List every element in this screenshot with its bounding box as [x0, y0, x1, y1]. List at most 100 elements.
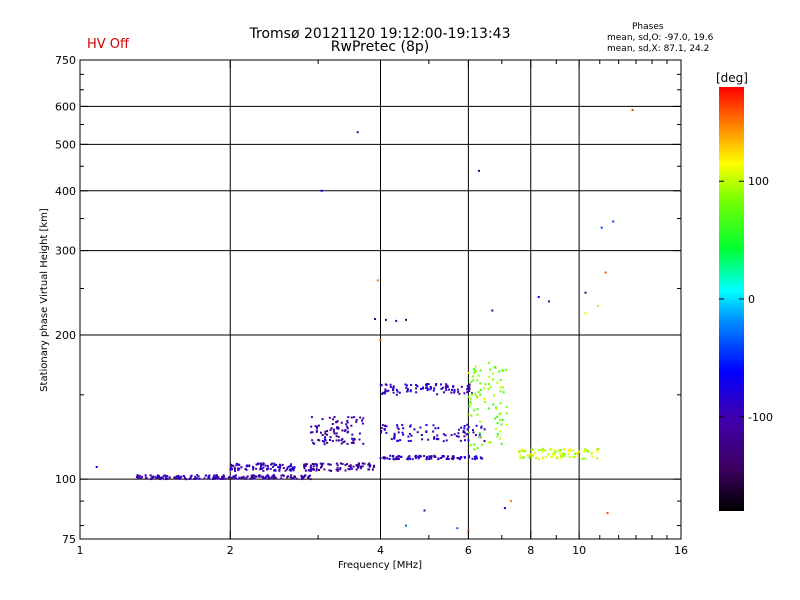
data-point — [333, 428, 335, 431]
data-point — [406, 390, 409, 393]
data-point — [468, 390, 471, 392]
data-point — [581, 457, 584, 460]
data-point — [442, 433, 445, 436]
data-point — [158, 476, 161, 479]
data-point — [425, 424, 428, 426]
data-point — [373, 464, 375, 467]
data-point — [495, 408, 498, 410]
data-point — [399, 439, 402, 442]
colorbar-tick-label: 0 — [748, 293, 755, 306]
data-point — [230, 467, 233, 470]
data-point — [492, 403, 495, 406]
data-point — [277, 466, 280, 469]
data-point — [252, 465, 254, 468]
data-point — [563, 454, 566, 457]
data-point — [335, 435, 338, 438]
data-point — [315, 430, 318, 433]
data-point — [177, 475, 180, 478]
data-point — [478, 433, 481, 436]
data-point — [346, 427, 349, 430]
data-point — [342, 441, 345, 444]
data-point — [392, 458, 395, 461]
data-point — [311, 468, 314, 471]
data-point — [496, 415, 499, 418]
data-point — [361, 465, 364, 468]
data-point — [491, 309, 494, 312]
data-point — [259, 468, 262, 471]
data-point — [161, 476, 164, 479]
data-point — [467, 395, 470, 398]
data-point — [273, 462, 276, 465]
data-point — [522, 449, 525, 452]
data-point — [471, 393, 473, 396]
data-point — [363, 462, 366, 465]
data-point — [331, 423, 334, 425]
data-point — [470, 392, 473, 395]
data-point — [231, 476, 233, 479]
data-point — [362, 442, 365, 445]
data-point — [483, 440, 486, 443]
data-point — [340, 442, 343, 445]
y-tick-label: 400 — [55, 185, 76, 198]
data-point — [159, 478, 162, 481]
data-point — [300, 475, 303, 478]
data-point — [327, 463, 330, 466]
data-point — [336, 420, 339, 423]
data-point — [468, 405, 471, 408]
data-point — [379, 383, 382, 386]
data-point — [387, 389, 390, 392]
data-point — [136, 475, 139, 478]
data-point — [563, 448, 566, 451]
data-point — [235, 462, 238, 465]
data-point — [203, 477, 206, 480]
data-point — [469, 397, 472, 400]
data-point — [165, 477, 167, 479]
data-point — [505, 412, 508, 415]
data-point — [419, 426, 422, 429]
data-point — [494, 366, 497, 369]
data-point — [330, 469, 333, 472]
data-point — [416, 431, 419, 434]
data-point — [379, 457, 382, 460]
data-point — [505, 369, 508, 371]
data-point — [311, 463, 314, 465]
data-point — [305, 463, 308, 466]
data-point — [468, 431, 471, 434]
data-point — [531, 448, 534, 451]
data-point — [503, 507, 506, 510]
data-point — [259, 462, 262, 465]
data-point — [499, 437, 502, 440]
data-point — [240, 466, 243, 469]
data-point — [321, 418, 324, 421]
data-point — [275, 463, 278, 466]
data-point — [321, 434, 324, 436]
data-point — [232, 464, 235, 467]
data-point — [596, 304, 599, 307]
data-point — [498, 370, 501, 373]
data-point — [196, 474, 199, 477]
data-point — [400, 455, 403, 458]
data-point — [425, 384, 428, 387]
data-point — [95, 466, 98, 468]
data-point — [499, 412, 502, 415]
data-point — [139, 477, 141, 480]
data-point — [433, 436, 436, 439]
data-point — [501, 386, 504, 389]
data-point — [467, 386, 470, 389]
phase-x-stats: mean, sd,X: 87.1, 24.2 — [607, 44, 710, 54]
data-point — [252, 468, 254, 471]
data-point — [371, 468, 374, 471]
data-point — [328, 463, 331, 466]
data-point — [385, 425, 388, 428]
data-point — [476, 395, 479, 398]
x-tick-label: 16 — [674, 544, 688, 557]
phase-o-stats: mean, sd,O: -97.0, 19.6 — [607, 33, 714, 43]
data-point — [348, 465, 351, 468]
data-point — [462, 431, 465, 434]
data-point — [228, 476, 231, 478]
data-point — [341, 429, 344, 432]
data-point — [502, 391, 505, 394]
data-point — [499, 386, 502, 389]
data-point — [493, 394, 495, 397]
data-point — [397, 428, 400, 431]
